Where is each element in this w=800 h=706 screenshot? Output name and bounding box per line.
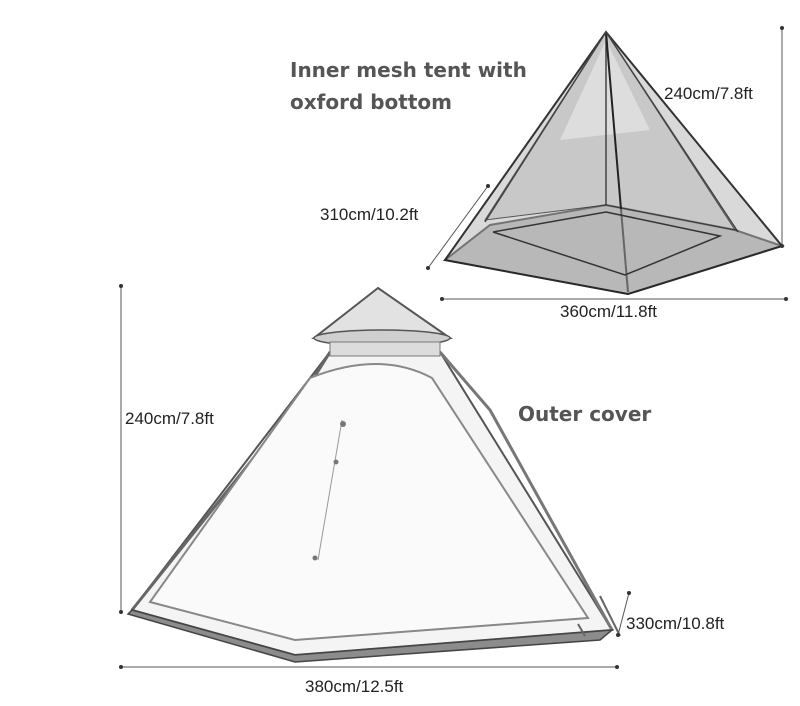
outer-cover-height-label: 240cm/7.8ft: [125, 409, 214, 428]
inner-tent-title-line1: Inner mesh tent with: [290, 58, 527, 82]
outer-cover-width-label: 380cm/12.5ft: [305, 677, 404, 696]
inner-tent-title-line2: oxford bottom: [290, 90, 452, 114]
outer-cover-title: Outer cover: [518, 402, 652, 426]
inner-tent-width-label: 360cm/11.8ft: [560, 302, 658, 321]
inner-tent-height-label: 240cm/7.8ft: [664, 84, 753, 103]
inner-tent-title: Inner mesh tent with oxford bottom: [290, 54, 527, 118]
outer-cover-depth-label: 330cm/10.8ft: [626, 614, 725, 633]
inner-tent-depth-label: 310cm/10.2ft: [320, 205, 419, 224]
